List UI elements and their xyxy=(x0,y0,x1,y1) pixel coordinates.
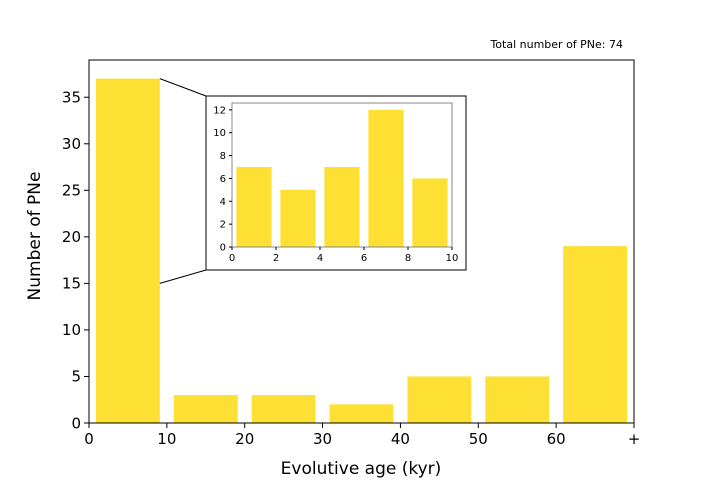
total-pne-annotation: Total number of PNe: 74 xyxy=(489,38,623,51)
main-x-tick-label: 40 xyxy=(391,430,410,448)
main-y-tick-label: 0 xyxy=(71,414,81,432)
main-x-tick-label: 30 xyxy=(313,430,332,448)
main-x-tick-label: + xyxy=(628,430,641,448)
main-y-tick-label: 30 xyxy=(62,135,81,153)
main-y-tick-label: 20 xyxy=(62,228,81,246)
inset-y-tick-label: 8 xyxy=(220,151,226,162)
y-axis-label: Number of PNe xyxy=(25,172,45,301)
main-x-tick-label: 0 xyxy=(84,430,94,448)
main-y-tick-label: 35 xyxy=(62,88,81,106)
inset-y-tick-label: 6 xyxy=(220,174,226,185)
main-x-tick-label: 50 xyxy=(469,430,488,448)
main-bar-6 xyxy=(563,246,627,423)
main-bar-4 xyxy=(407,376,472,423)
zoom-connector-line xyxy=(159,269,207,284)
main-x-tick-label: 10 xyxy=(157,430,176,448)
inset-x-tick-label: 0 xyxy=(229,253,235,264)
main-x-tick-label: 60 xyxy=(547,430,566,448)
main-bar-1 xyxy=(173,395,238,423)
main-y-tick-label: 25 xyxy=(62,182,81,200)
inset-y-tick-label: 12 xyxy=(213,105,226,116)
inset-bar-3 xyxy=(368,109,404,247)
inset-y-tick-label: 0 xyxy=(220,243,226,254)
main-bar-5 xyxy=(485,376,550,423)
inset-bar-2 xyxy=(324,167,360,247)
main-y-tick-label: 10 xyxy=(62,321,81,339)
inset-x-tick-label: 6 xyxy=(361,253,367,264)
zoom-connector-line xyxy=(159,78,207,97)
main-bar-0 xyxy=(96,78,160,423)
inset-panel: 0 2 4 6 8 10 0 2 4 6 8 10 12 xyxy=(213,102,459,264)
main-bar-3 xyxy=(329,404,394,423)
main-frame xyxy=(88,59,635,424)
inset-bar-0 xyxy=(236,167,272,247)
main-x-tick-label: 20 xyxy=(235,430,254,448)
inset-x-tick-label: 4 xyxy=(317,253,323,264)
inset-y-tick-label: 2 xyxy=(220,220,226,231)
inset-bar-4 xyxy=(412,178,448,247)
inset-x-tick-label: 8 xyxy=(405,253,411,264)
x-axis-label: Evolutive age (kyr) xyxy=(281,459,442,479)
inset-x-tick-label: 10 xyxy=(446,253,459,264)
main-y-tick-label: 5 xyxy=(71,368,81,386)
inset-x-tick-label: 2 xyxy=(273,253,279,264)
inset-frame xyxy=(231,102,453,248)
inset-y-tick-label: 4 xyxy=(220,197,226,208)
inset-bar-1 xyxy=(280,189,316,247)
inset-y-tick-label: 10 xyxy=(213,128,226,139)
main-y-tick-label: 15 xyxy=(62,275,81,293)
main-bar-2 xyxy=(251,395,316,423)
